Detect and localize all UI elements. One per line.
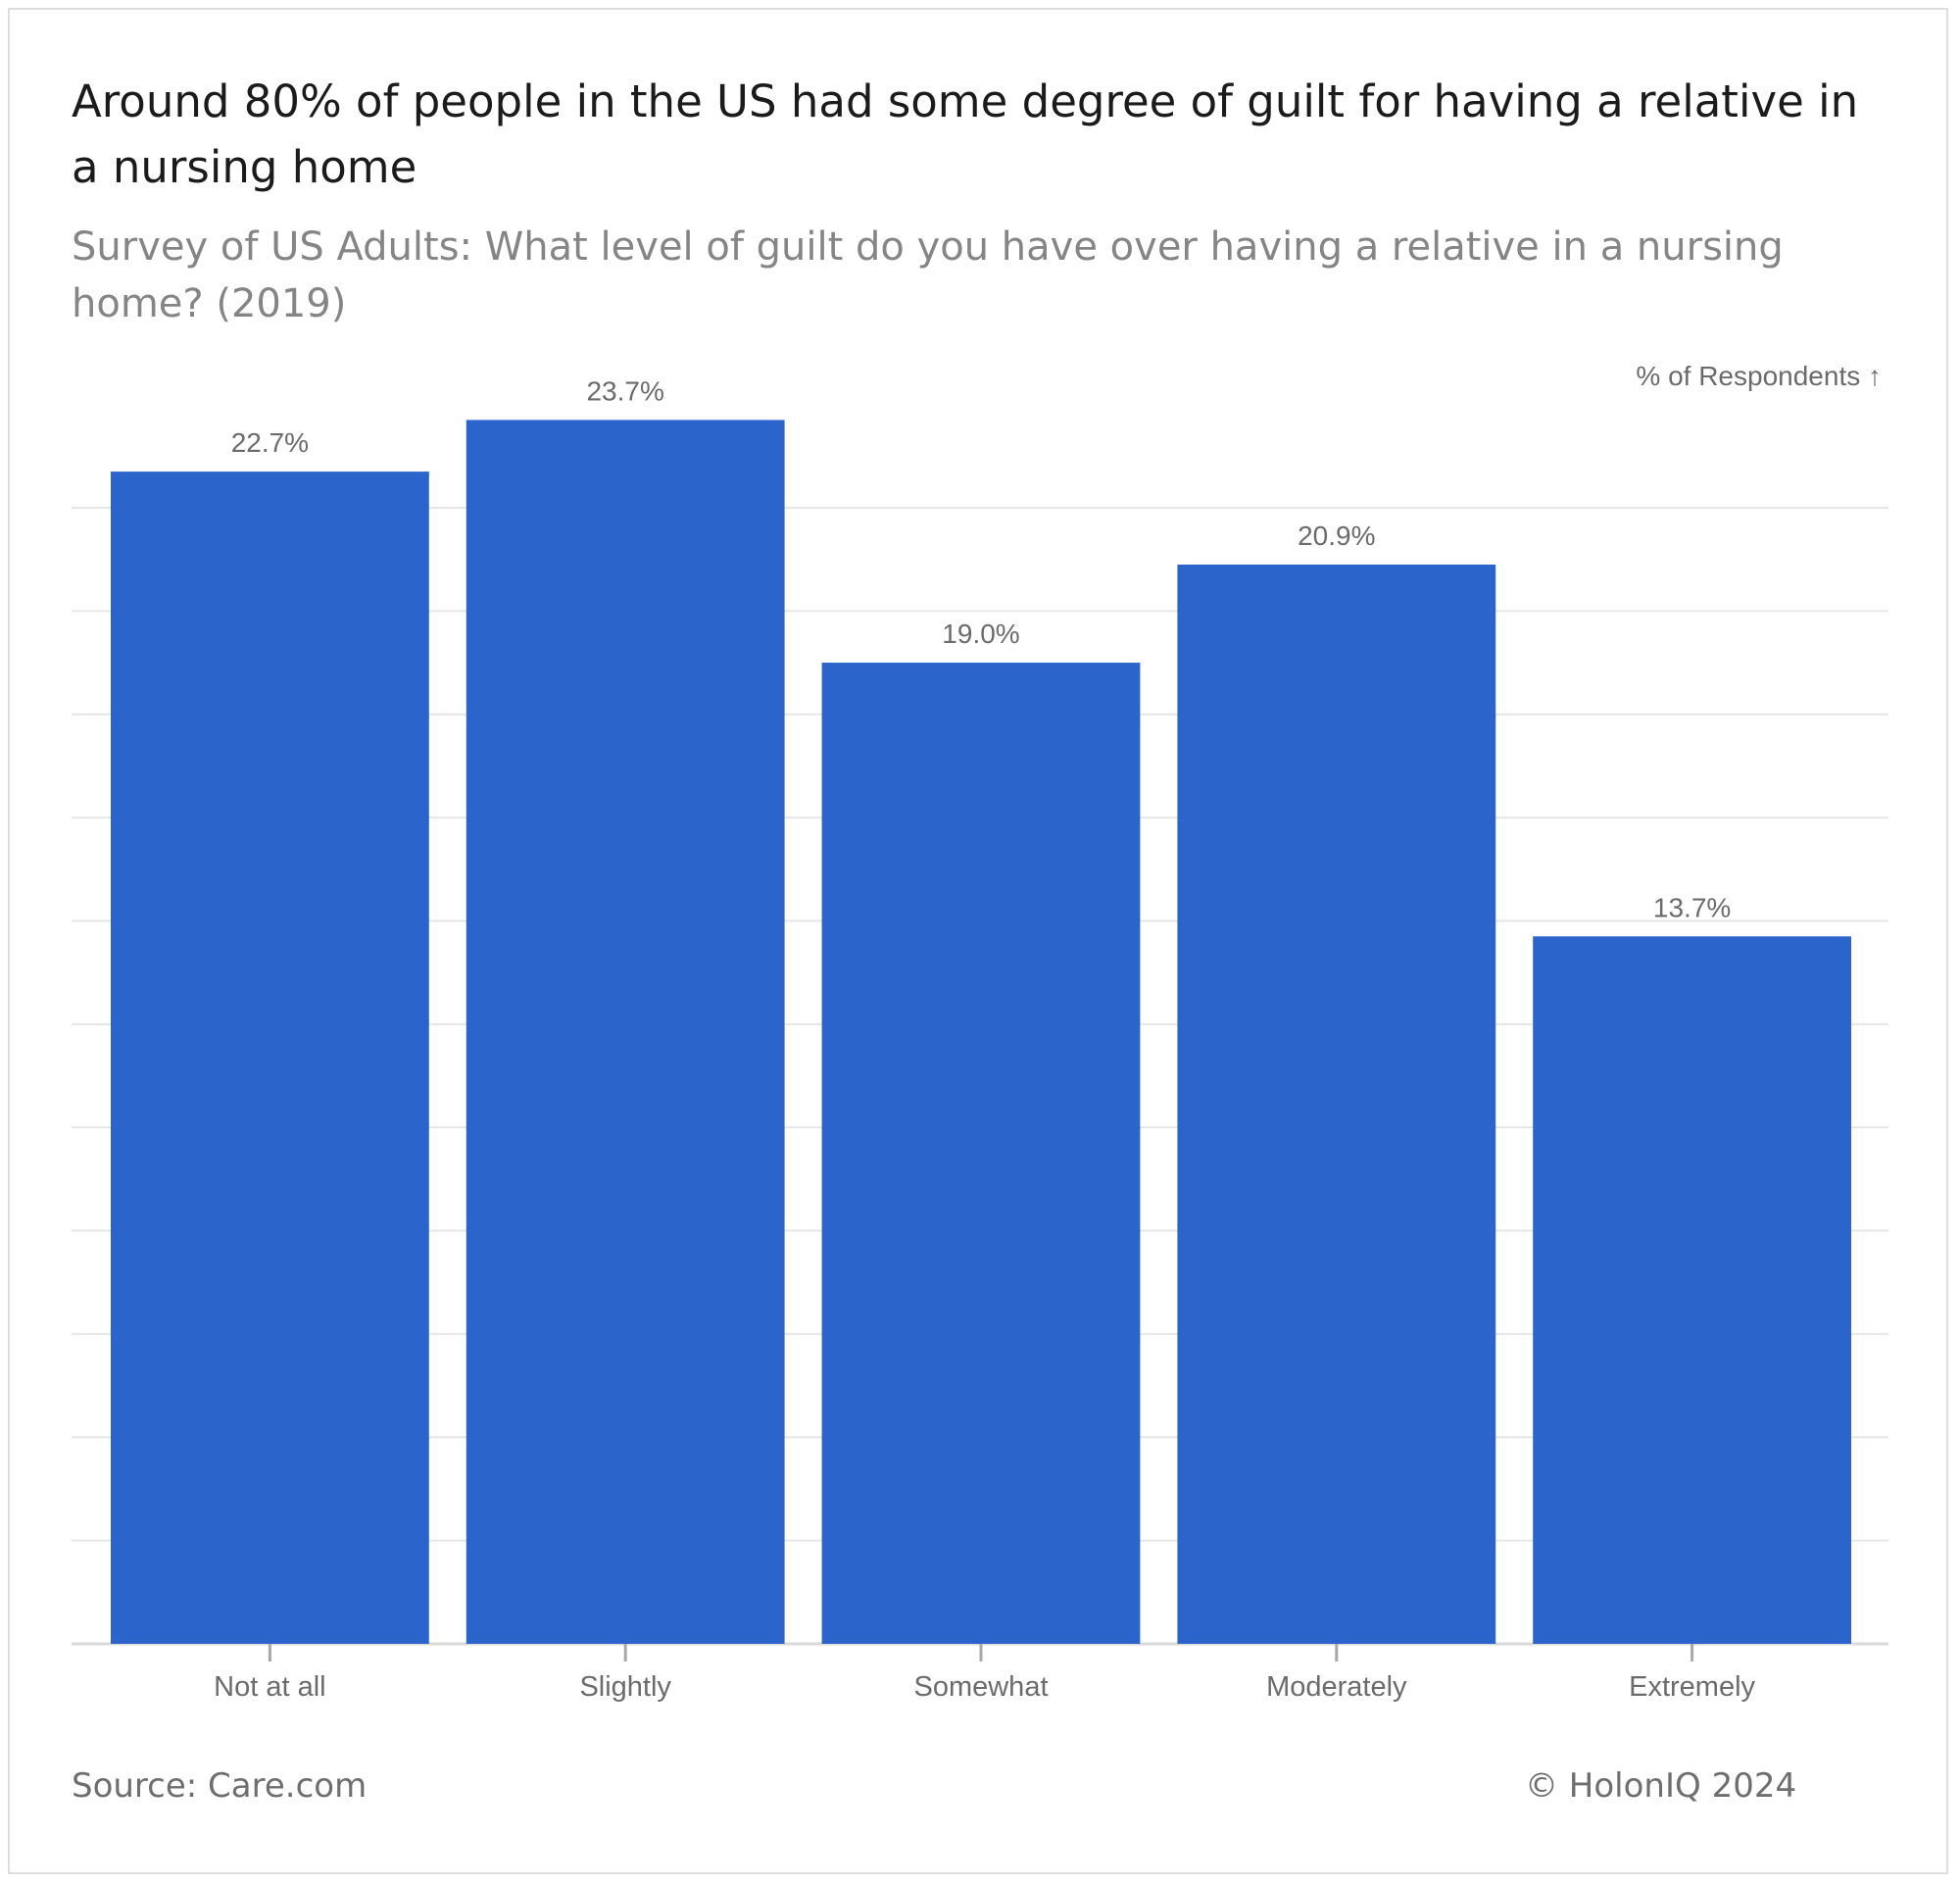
- source-note: Source: Care.com: [72, 1766, 368, 1806]
- value-labels: 22.7% 23.7% 19.0% 20.9% 13.7%: [231, 375, 1732, 922]
- bar-not-at-all: [111, 471, 429, 1644]
- category-label: Not at all: [214, 1671, 325, 1703]
- bar-moderately: [1177, 564, 1496, 1645]
- value-label: 13.7%: [1653, 892, 1731, 922]
- value-label: 23.7%: [586, 375, 663, 406]
- value-label: 20.9%: [1298, 521, 1375, 551]
- bar-slightly: [466, 420, 785, 1644]
- bar-somewhat: [821, 663, 1141, 1644]
- category-label: Extremely: [1629, 1671, 1755, 1703]
- bars: [111, 420, 1851, 1645]
- category-label: Somewhat: [913, 1671, 1048, 1703]
- chart-subtitle: Survey of US Adults: What level of guilt…: [72, 224, 1784, 326]
- category-labels: Not at all Slightly Somewhat Moderately Extr…: [214, 1671, 1755, 1703]
- category-label: Slightly: [579, 1671, 671, 1703]
- category-label: Moderately: [1266, 1671, 1407, 1703]
- chart-title: Around 80% of people in the US had some …: [72, 75, 1859, 193]
- bar-extremely: [1533, 936, 1851, 1644]
- y-axis-label: % of Respondents ↑: [1636, 361, 1882, 391]
- value-label: 19.0%: [942, 619, 1019, 649]
- x-axis-ticks: [268, 1644, 1694, 1661]
- value-label: 22.7%: [231, 427, 309, 458]
- copyright-note: © HolonIQ 2024: [1525, 1766, 1797, 1806]
